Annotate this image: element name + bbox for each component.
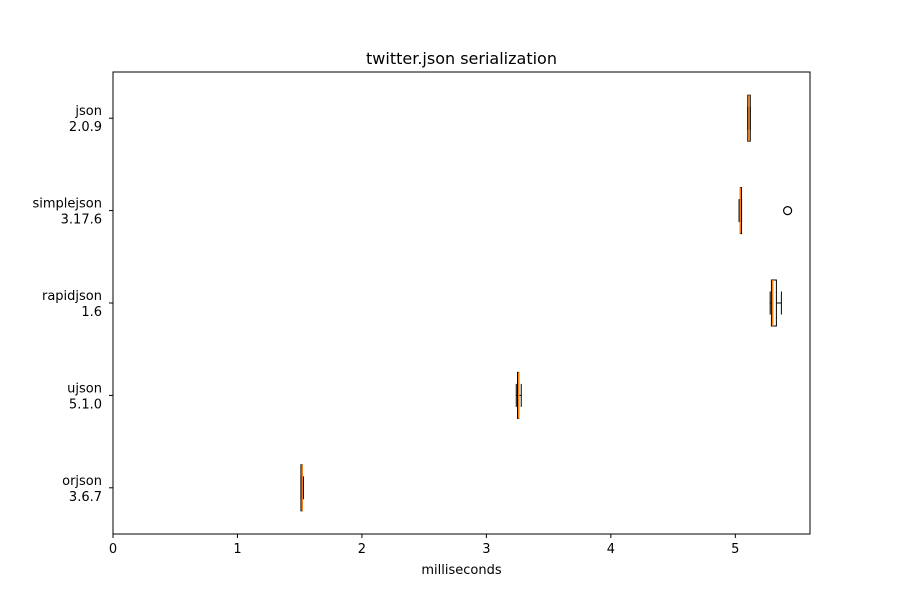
box-group-json xyxy=(747,94,751,142)
outlier-point xyxy=(782,206,793,216)
y-tick-label-version: 1.6 xyxy=(81,305,102,320)
x-tick-label: 5 xyxy=(731,542,739,557)
x-tick-label: 3 xyxy=(482,542,490,557)
y-tick-label-version: 2.0.9 xyxy=(69,120,102,135)
y-tick-label-version: 3.17.6 xyxy=(61,213,102,228)
y-tick-label-name: ujson xyxy=(67,381,102,396)
box-group-ujson xyxy=(515,371,522,419)
box-group-orjson xyxy=(300,464,304,512)
x-tick-label: 1 xyxy=(233,542,241,557)
x-tick-label: 2 xyxy=(358,542,366,557)
y-tick-label-version: 3.6.7 xyxy=(69,490,102,505)
box-group-simplejson xyxy=(738,187,793,235)
x-tick-label: 4 xyxy=(607,542,615,557)
y-tick-label-name: simplejson xyxy=(33,197,103,212)
x-axis-label: milliseconds xyxy=(421,563,501,578)
box xyxy=(770,279,777,327)
chart-title: twitter.json serialization xyxy=(366,49,557,68)
y-tick-label-name: rapidjson xyxy=(42,289,102,304)
x-axis: 0 1 2 3 4 5 xyxy=(109,534,739,557)
x-tick-label: 0 xyxy=(109,542,117,557)
boxes xyxy=(300,94,793,512)
plot-area xyxy=(112,71,811,535)
box-group-rapidjson xyxy=(769,279,782,327)
y-tick-label-name: orjson xyxy=(62,474,102,489)
y-tick-label-version: 5.1.0 xyxy=(69,397,102,412)
y-tick-label-name: json xyxy=(74,104,102,119)
